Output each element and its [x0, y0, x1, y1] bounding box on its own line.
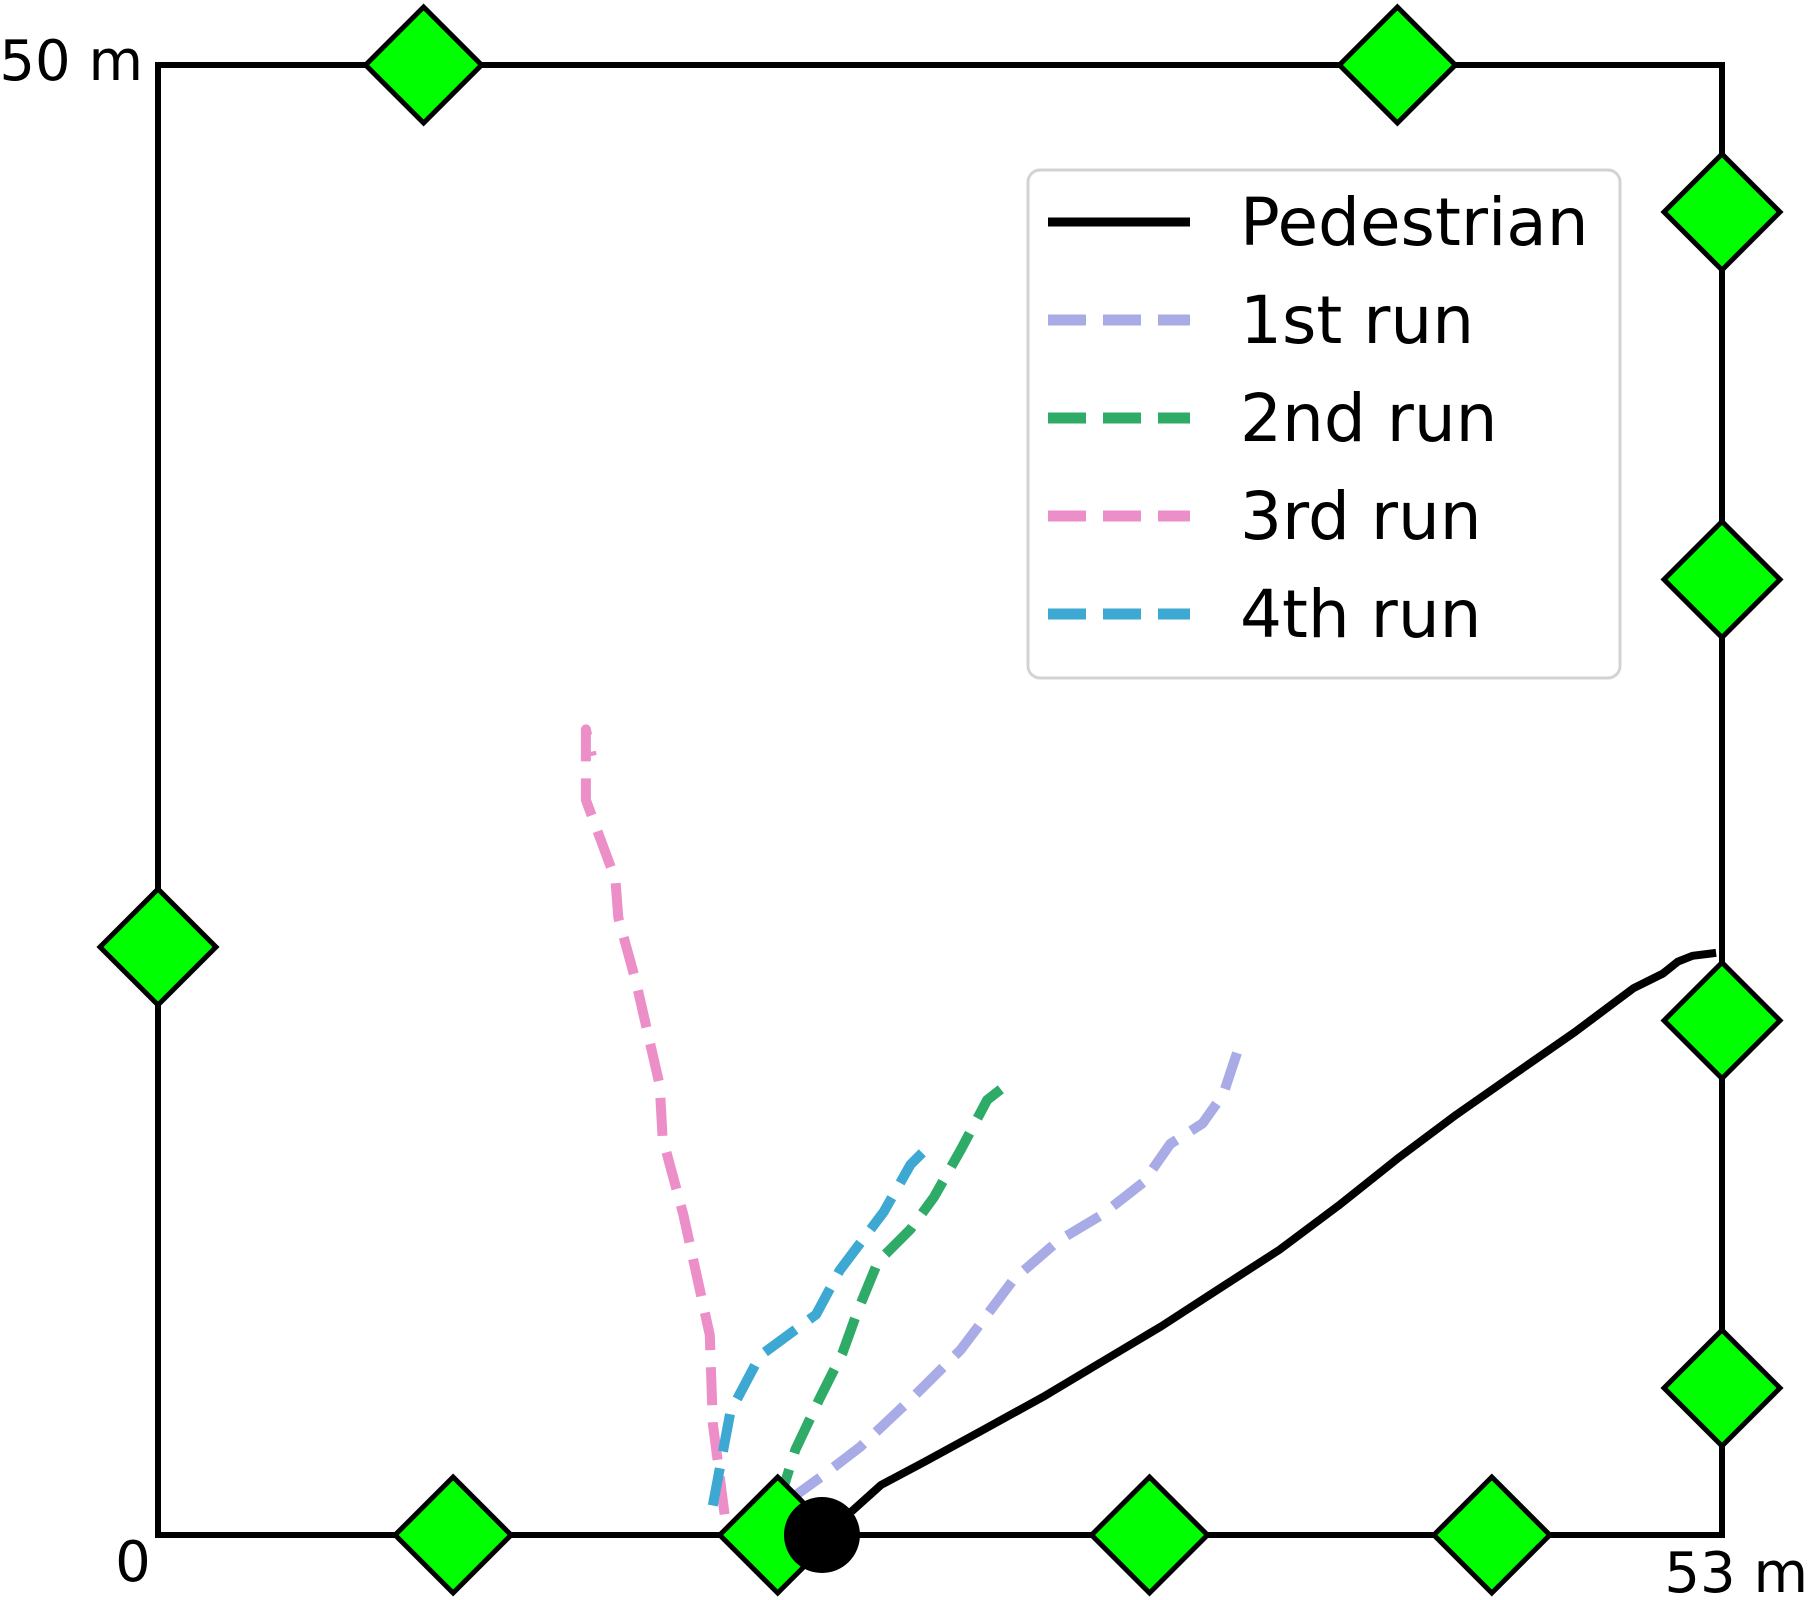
- start-marker: [783, 1497, 860, 1573]
- anchor-marker: [1660, 517, 1784, 642]
- legend-label-1st-run: 1st run: [1240, 282, 1474, 359]
- legend: Pedestrian 1st run 2nd run 3rd run 4th run: [1026, 168, 1622, 680]
- series-group: [580, 724, 1717, 1516]
- legend-box: [1026, 168, 1622, 680]
- series-line-4th-run: [707, 1149, 926, 1507]
- anchor-marker: [1430, 1473, 1554, 1597]
- series-line-3rd-run: [580, 724, 730, 1516]
- anchor-marker: [362, 3, 486, 127]
- x-max-label: 53 m: [1664, 1541, 1808, 1600]
- anchor-marker: [1660, 1326, 1784, 1450]
- anchor-group: [96, 3, 1784, 1597]
- series-line-1st-run: [786, 1048, 1243, 1504]
- series-line-pedestrian: [848, 948, 1717, 1515]
- anchor-marker: [96, 885, 220, 1009]
- anchor-marker: [1335, 3, 1459, 127]
- legend-label-4th-run: 4th run: [1240, 576, 1481, 653]
- legend-label-2nd-run: 2nd run: [1240, 380, 1498, 457]
- plot-frame: [155, 62, 1725, 1538]
- legend-label-pedestrian: Pedestrian: [1240, 184, 1589, 261]
- y-max-label: 50 m: [0, 29, 143, 94]
- legend-label-3rd-run: 3rd run: [1240, 478, 1482, 555]
- anchor-marker: [1660, 958, 1784, 1083]
- anchor-marker: [1087, 1473, 1212, 1597]
- series-line-2nd-run: [772, 1075, 1017, 1508]
- anchor-marker: [1660, 150, 1784, 274]
- origin-label: 0: [115, 1530, 151, 1595]
- anchor-marker: [391, 1473, 515, 1597]
